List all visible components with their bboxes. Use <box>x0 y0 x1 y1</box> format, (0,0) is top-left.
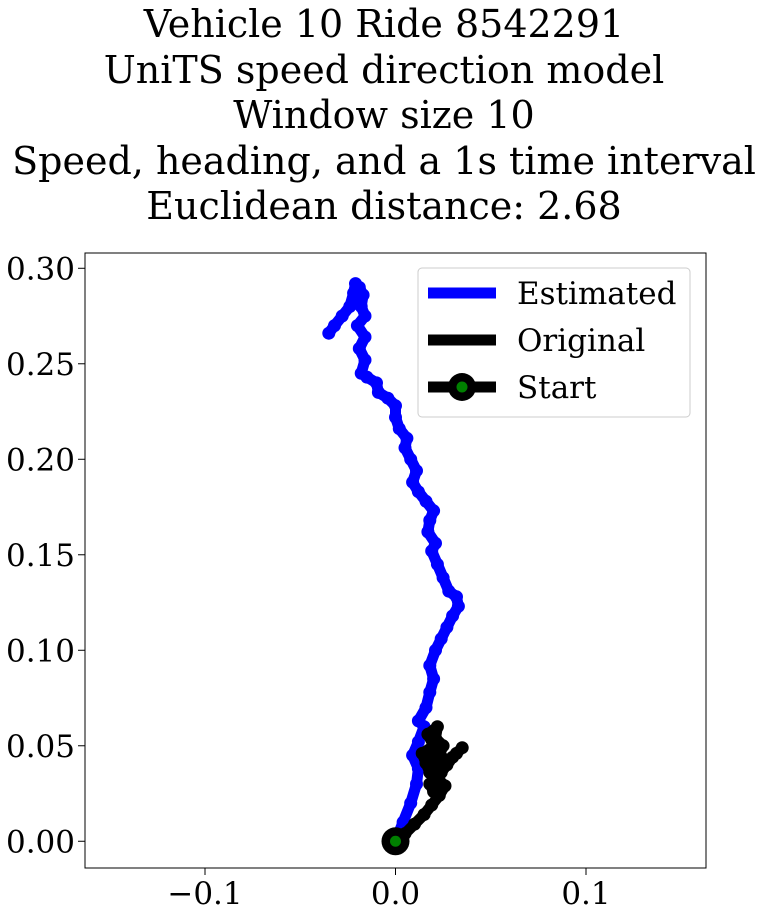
series-point-estimated <box>427 672 441 686</box>
series-point-estimated <box>347 286 361 300</box>
series-point-estimated <box>381 391 395 405</box>
axis-ticks: −0.1 0.0 0.1 0.00 0.05 0.10 0.15 0.20 0.25 0.30 <box>6 251 611 912</box>
series-point-original <box>434 762 448 776</box>
y-tick-label: 0.00 <box>6 824 75 860</box>
series-point-estimated <box>354 366 368 380</box>
y-tick-label: 0.30 <box>6 251 75 287</box>
legend-label-start: Start <box>517 370 597 406</box>
x-tick-label: 0.1 <box>561 876 610 912</box>
series-point-original <box>432 745 446 758</box>
series-point-original <box>427 785 441 799</box>
series-point-estimated <box>434 632 448 646</box>
series-point-estimated <box>421 525 435 539</box>
series-point-estimated <box>404 452 418 466</box>
series-point-estimated <box>392 422 406 436</box>
series-point-estimated <box>440 620 454 634</box>
series-point-original <box>415 746 429 760</box>
legend: Estimated Original Start <box>417 267 691 418</box>
series-point-original <box>455 741 469 755</box>
series-point-estimated <box>404 796 418 810</box>
series-point-estimated <box>436 571 450 585</box>
series-point-estimated <box>410 777 423 791</box>
series-point-estimated <box>427 504 441 518</box>
series-point-estimated <box>442 584 456 598</box>
series-point-estimated <box>352 342 366 355</box>
series-point-estimated <box>335 309 349 323</box>
series-point-estimated <box>423 659 437 672</box>
series-point-estimated <box>411 485 425 499</box>
series-point-estimated <box>322 326 336 340</box>
series-point-original <box>425 754 439 768</box>
y-tick-label: 0.05 <box>6 729 75 765</box>
series-point-estimated <box>358 330 372 344</box>
series-point-original <box>430 720 444 734</box>
plot-content <box>322 277 469 856</box>
legend-start-marker-center <box>456 381 468 393</box>
series-point-estimated <box>400 431 414 445</box>
legend-label-estimated: Estimated <box>517 276 676 312</box>
x-tick-label: −0.1 <box>167 876 242 912</box>
series-point-estimated <box>419 701 433 715</box>
series-point-estimated <box>430 557 444 571</box>
series-point-estimated <box>343 300 357 313</box>
series-point-estimated <box>370 376 383 390</box>
series-point-estimated <box>446 609 460 623</box>
series-point-estimated <box>419 494 433 508</box>
legend-box <box>417 267 691 418</box>
title-line-4: Speed, heading, and a 1s time interval <box>12 138 756 183</box>
series-point-original <box>425 798 439 812</box>
x-tick-label: 0.0 <box>371 876 420 912</box>
series-point-estimated <box>358 353 372 367</box>
series-point-estimated <box>411 714 425 728</box>
series-point-estimated <box>429 643 442 657</box>
y-tick-label: 0.20 <box>6 442 75 478</box>
title-line-2: UniTS speed direction model <box>103 47 665 92</box>
series-point-estimated <box>389 410 402 424</box>
series-point-estimated <box>350 319 364 333</box>
series-point-estimated <box>406 475 420 489</box>
series-point-original <box>417 808 431 821</box>
series-point-estimated <box>429 536 442 550</box>
title-line-5: Euclidean distance: 2.68 <box>146 184 622 228</box>
y-tick-label: 0.25 <box>6 347 75 383</box>
series-point-estimated <box>354 300 368 313</box>
chart-title: Vehicle 10 Ride 8542291 UniTS speed dire… <box>0 2 768 230</box>
start-marker-center <box>390 835 401 847</box>
series-point-original <box>408 817 421 831</box>
title-line-3: Window size 10 <box>233 93 535 137</box>
y-tick-label: 0.10 <box>6 633 75 669</box>
title-line-1: Vehicle 10 Ride 8542291 <box>143 2 625 46</box>
series-point-estimated <box>410 464 423 478</box>
legend-label-original: Original <box>517 323 645 359</box>
series-point-estimated <box>423 685 437 699</box>
series-point-estimated <box>411 735 425 749</box>
y-tick-label: 0.15 <box>6 538 75 574</box>
